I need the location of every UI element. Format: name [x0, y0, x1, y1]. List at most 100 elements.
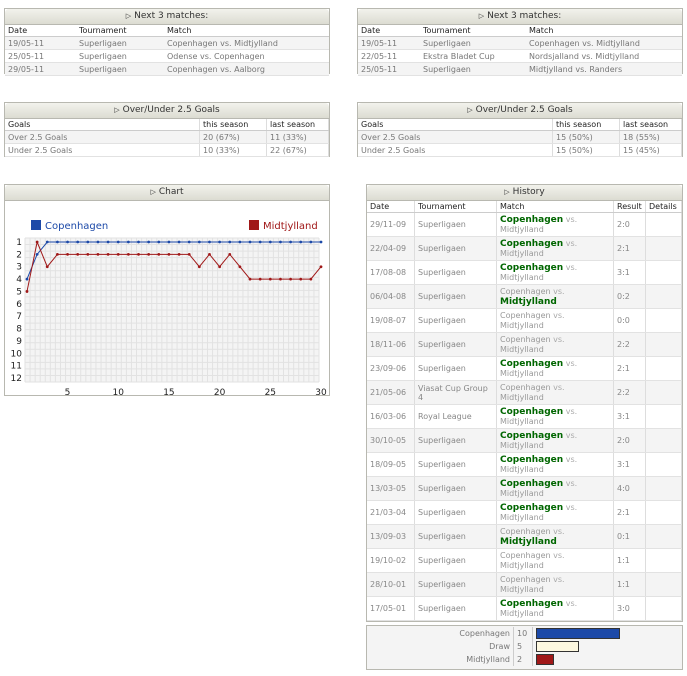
history-row: 22/04-09 Superligaen Copenhagen vs. Midtjyl…: [367, 236, 682, 261]
history-details[interactable]: [645, 380, 682, 405]
vs-label: vs.: [565, 214, 578, 224]
history-match[interactable]: Copenhagen vs. Midtjylland: [496, 428, 614, 453]
series-line-copenhagen: [26, 241, 321, 280]
home-team: Copenhagen: [500, 238, 564, 249]
data-point: [187, 252, 191, 256]
data-point: [289, 277, 292, 281]
home-team: Copenhagen: [500, 334, 551, 344]
away-team: Midtjylland: [500, 560, 544, 570]
away-team: Midtjylland: [500, 272, 544, 282]
x-tick-label: 5: [65, 388, 71, 396]
history-match[interactable]: Copenhagen vs. Midtjylland: [496, 548, 614, 573]
history-details[interactable]: [645, 500, 682, 525]
history-details[interactable]: [645, 308, 682, 333]
next-matches-table: Date Tournament Match 19/05-11 Superligae…: [5, 25, 329, 76]
data-point: [96, 252, 100, 256]
history-row: 19/08-07 Superligaen Copenhagen vs. Midtjyl…: [367, 308, 682, 333]
history-date: 13/03-05: [367, 476, 415, 501]
history-match[interactable]: Copenhagen vs. Midtjylland: [496, 572, 614, 597]
history-match[interactable]: Copenhagen vs. Midtjylland: [496, 380, 614, 405]
summary-bar: [536, 641, 579, 652]
history-match[interactable]: Copenhagen vs. Midtjylland: [496, 500, 614, 525]
y-tick-label: 4: [16, 275, 22, 285]
summary-table: Copenhagen 10 Draw 5 Midtjylland 2: [367, 627, 682, 666]
home-team: Copenhagen: [500, 454, 564, 465]
history-details[interactable]: [645, 212, 682, 237]
table-row: 25/05-11 Superligaen Odense vs. Copenhagen: [5, 49, 329, 63]
table-row: Under 2.5 Goals 10 (33%) 22 (67%): [5, 143, 329, 157]
data-point: [25, 290, 29, 293]
history-details[interactable]: [645, 572, 682, 597]
vs-label: vs.: [565, 262, 578, 272]
history-date: 19/10-02: [367, 548, 415, 573]
summary-bar: [536, 628, 620, 639]
history-row: 17/08-08 Superligaen Copenhagen vs. Midtjyl…: [367, 260, 682, 285]
col-date: Date: [358, 25, 420, 37]
history-details[interactable]: [645, 596, 682, 621]
data-point: [258, 240, 262, 244]
table-row: 22/05-11 Ekstra Bladet Cup Nordsjalland vs…: [358, 49, 682, 63]
history-row: 18/09-05 Superligaen Copenhagen vs. Midtjyl…: [367, 452, 682, 477]
arrow-right-icon: ▷: [467, 106, 473, 114]
data-point: [218, 240, 222, 244]
history-match[interactable]: Copenhagen vs. Midtjylland: [496, 332, 614, 357]
away-team: Midtjylland: [500, 536, 557, 547]
y-tick-label: 3: [16, 263, 22, 273]
home-team: Copenhagen: [500, 574, 551, 584]
history-date: 30/10-05: [367, 428, 415, 453]
history-details[interactable]: [645, 332, 682, 357]
series-line-midtjylland: [26, 240, 322, 292]
history-result: 2:2: [613, 332, 646, 357]
data-point: [248, 240, 252, 244]
away-team: Midtjylland: [500, 344, 544, 354]
history-details[interactable]: [645, 236, 682, 261]
history-details[interactable]: [645, 404, 682, 429]
history-match[interactable]: Copenhagen vs. Midtjylland: [496, 356, 614, 381]
history-date: 28/10-01: [367, 572, 415, 597]
history-match[interactable]: Copenhagen vs. Midtjylland: [496, 596, 614, 621]
history-match[interactable]: Copenhagen vs. Midtjylland: [496, 212, 614, 237]
history-details[interactable]: [645, 260, 682, 285]
history-date: 29/11-09: [367, 212, 415, 237]
x-tick-label: 15: [163, 388, 174, 396]
history-details[interactable]: [645, 428, 682, 453]
history-match[interactable]: Copenhagen vs. Midtjylland: [496, 404, 614, 429]
data-point: [319, 240, 323, 244]
history-details[interactable]: [645, 452, 682, 477]
history-details[interactable]: [645, 524, 682, 549]
history-tournament: Superligaen: [414, 236, 497, 261]
history-match[interactable]: Copenhagen vs. Midtjylland: [496, 308, 614, 333]
history-row: 18/11-06 Superligaen Copenhagen vs. Midtjyl…: [367, 332, 682, 357]
history-row: 13/03-05 Superligaen Copenhagen vs. Midtjyl…: [367, 476, 682, 501]
history-details[interactable]: [645, 284, 682, 309]
history-match[interactable]: Copenhagen vs. Midtjylland: [496, 452, 614, 477]
home-team: Copenhagen: [500, 358, 564, 369]
history-match[interactable]: Copenhagen vs. Midtjylland: [496, 476, 614, 501]
data-point: [35, 252, 39, 256]
arrow-right-icon: ▷: [504, 188, 510, 196]
history-date: 17/08-08: [367, 260, 415, 285]
summary-label: Draw: [489, 642, 510, 651]
history-match[interactable]: Copenhagen vs. Midtjylland: [496, 260, 614, 285]
history-details[interactable]: [645, 356, 682, 381]
history-details[interactable]: [645, 476, 682, 501]
summary-label: Copenhagen: [459, 629, 510, 638]
legend-label: Copenhagen: [45, 221, 108, 232]
home-team: Copenhagen: [500, 526, 551, 536]
history-match[interactable]: Copenhagen vs. Midtjylland: [496, 284, 614, 309]
vs-label: vs.: [553, 334, 565, 344]
home-team: Copenhagen: [500, 478, 564, 489]
away-team: Midtjylland: [500, 584, 544, 594]
history-match[interactable]: Copenhagen vs. Midtjylland: [496, 236, 614, 261]
history-match[interactable]: Copenhagen vs. Midtjylland: [496, 524, 614, 549]
y-tick-label: 12: [11, 374, 22, 384]
history-details[interactable]: [645, 548, 682, 573]
data-point: [116, 252, 120, 256]
history-result: 4:0: [613, 476, 646, 501]
history-tournament: Superligaen: [414, 356, 497, 381]
history-date: 13/09-03: [367, 524, 415, 549]
history-result: 0:2: [613, 284, 646, 309]
data-point: [309, 240, 313, 244]
vs-label: vs.: [553, 382, 565, 392]
data-point: [157, 240, 161, 244]
